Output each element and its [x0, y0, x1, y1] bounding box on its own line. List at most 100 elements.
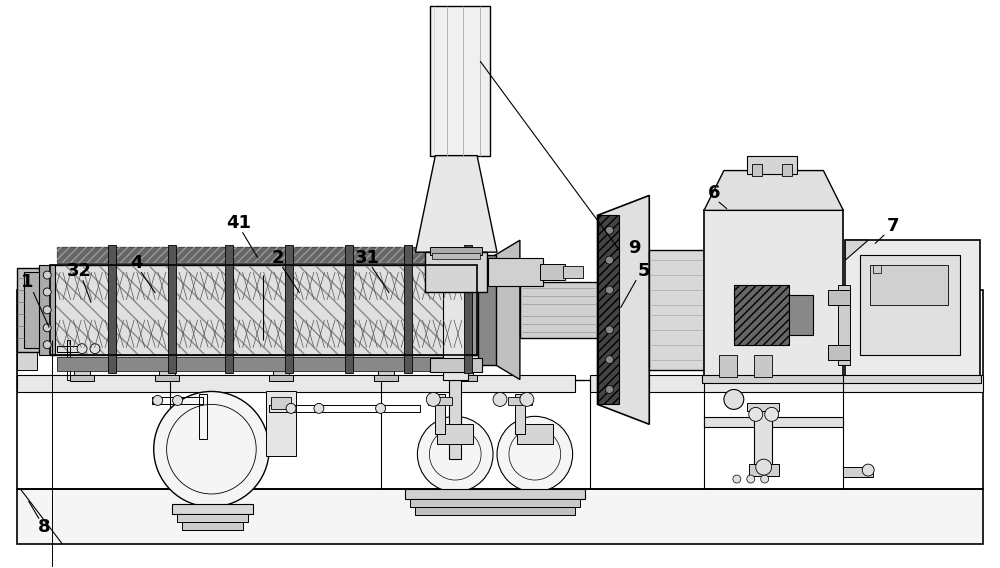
Bar [17, 268, 39, 352]
Circle shape [43, 306, 51, 314]
Bar [50, 265, 477, 354]
Circle shape [749, 407, 763, 421]
Bar [39, 265, 55, 354]
Bar [443, 290, 468, 379]
Bar [430, 247, 482, 255]
Circle shape [765, 407, 779, 421]
Bar [57, 247, 112, 263]
Circle shape [286, 403, 296, 414]
Polygon shape [415, 156, 497, 252]
Polygon shape [598, 215, 619, 404]
Bar [752, 164, 762, 176]
Bar [269, 374, 293, 381]
Bar [719, 354, 737, 377]
Text: 7: 7 [887, 218, 899, 235]
Bar [540, 264, 565, 280]
Bar [115, 247, 172, 263]
Bar [70, 374, 94, 381]
Bar [152, 398, 158, 404]
Circle shape [426, 392, 440, 406]
Bar [57, 346, 82, 352]
Bar [152, 398, 203, 404]
Text: 5: 5 [638, 262, 651, 280]
Bar [17, 489, 983, 544]
Bar [232, 357, 289, 370]
Bar [199, 394, 207, 439]
Bar [437, 424, 473, 444]
Circle shape [90, 344, 100, 354]
Circle shape [605, 386, 613, 394]
Bar [225, 245, 233, 373]
Bar [182, 522, 243, 530]
Bar [292, 247, 349, 263]
Bar [754, 354, 772, 377]
Polygon shape [598, 195, 649, 424]
Circle shape [314, 403, 324, 414]
Bar [115, 247, 172, 263]
Bar [828, 345, 850, 360]
Bar [749, 464, 779, 476]
Bar [870, 265, 948, 305]
Bar [563, 266, 583, 278]
Circle shape [43, 288, 51, 296]
Bar [488, 258, 543, 286]
Circle shape [154, 391, 269, 507]
Bar [425, 252, 487, 292]
Bar [704, 210, 843, 379]
Circle shape [756, 459, 772, 475]
Bar [292, 357, 349, 370]
Bar [374, 374, 398, 381]
Bar [415, 507, 575, 515]
Bar [352, 247, 408, 263]
Circle shape [43, 271, 51, 279]
Circle shape [153, 395, 163, 406]
Circle shape [862, 464, 874, 476]
Bar [428, 398, 452, 406]
Bar [453, 374, 477, 381]
Text: 8: 8 [38, 518, 51, 536]
Bar [115, 357, 172, 370]
Bar [292, 247, 349, 263]
Bar [17, 374, 575, 392]
Circle shape [497, 416, 573, 492]
Bar [649, 250, 704, 370]
Bar [747, 403, 779, 411]
Text: 41: 41 [226, 214, 251, 232]
Text: 32: 32 [67, 262, 92, 280]
Bar [177, 514, 248, 522]
Bar [232, 247, 289, 263]
Bar [232, 247, 289, 263]
Bar [50, 265, 477, 354]
Bar [57, 357, 112, 370]
Bar [50, 265, 477, 354]
Circle shape [417, 416, 493, 492]
Bar [352, 357, 408, 370]
Circle shape [724, 390, 744, 410]
Bar [873, 265, 881, 273]
Text: 6: 6 [708, 185, 720, 202]
Polygon shape [845, 240, 868, 260]
Bar [352, 247, 408, 263]
Bar [734, 285, 789, 345]
Bar [860, 255, 960, 354]
Bar [789, 295, 813, 335]
Circle shape [77, 344, 87, 354]
Bar [432, 253, 480, 259]
Bar [478, 255, 496, 365]
Bar [702, 374, 846, 382]
Bar [57, 247, 112, 263]
Bar [17, 348, 37, 370]
Bar [508, 398, 532, 406]
Circle shape [43, 341, 51, 349]
Bar [464, 245, 472, 373]
Bar [590, 374, 983, 392]
Text: 1: 1 [21, 273, 34, 291]
Bar [168, 245, 176, 373]
Bar [405, 489, 585, 499]
Bar [838, 285, 850, 365]
Bar [271, 398, 291, 410]
Circle shape [43, 324, 51, 332]
Bar [285, 245, 293, 373]
Bar [430, 6, 490, 156]
Bar [273, 358, 289, 379]
